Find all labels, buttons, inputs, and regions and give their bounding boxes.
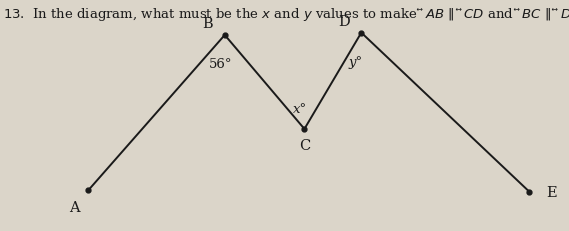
Text: y°: y° (349, 56, 362, 69)
Text: 56°: 56° (209, 58, 233, 71)
Text: x°: x° (293, 102, 307, 115)
Text: A: A (69, 200, 79, 214)
Text: E: E (546, 185, 557, 199)
Text: $\mathit{13}$.  In the diagram, what must be the $x$ and $y$ values to make $\ov: $\mathit{13}$. In the diagram, what must… (3, 6, 569, 23)
Text: B: B (203, 17, 213, 31)
Text: C: C (299, 139, 310, 152)
Text: D: D (339, 15, 350, 29)
